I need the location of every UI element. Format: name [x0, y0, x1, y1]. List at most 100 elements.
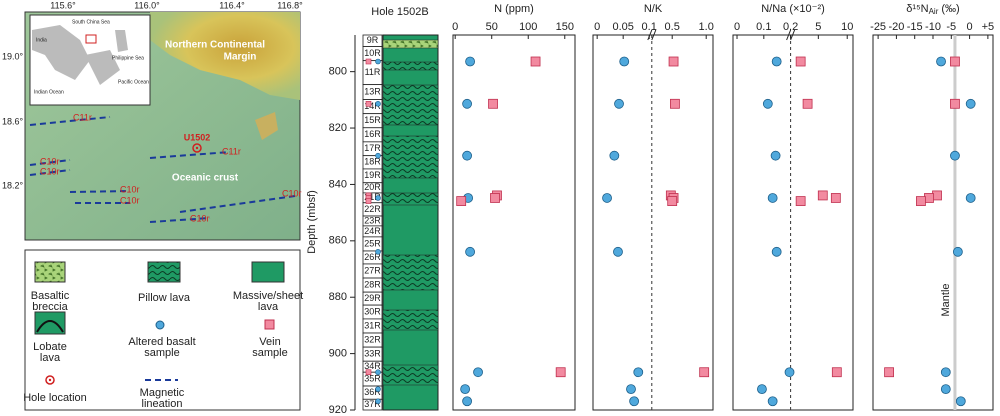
- core-label: 26R: [364, 252, 381, 262]
- point: [950, 150, 960, 161]
- point: [626, 384, 636, 395]
- point: [831, 367, 842, 378]
- title-unit: (‰): [941, 3, 959, 15]
- sample-marker: [375, 369, 381, 376]
- legend-icon: [34, 261, 66, 283]
- sample-marker: [375, 386, 381, 392]
- lat-tick: 18.2°: [2, 180, 24, 190]
- point: [619, 56, 630, 67]
- y-tick-label: 840: [329, 178, 347, 190]
- x-tick-label: 0: [967, 21, 973, 33]
- y-tick-label: 860: [329, 235, 347, 247]
- x-tick-label: 100: [519, 21, 537, 33]
- core-label: 27R: [364, 265, 381, 275]
- legend-label: Massive/sheet: [233, 290, 303, 302]
- chart-title: δ¹⁵NAir (‰): [906, 3, 959, 16]
- core-label: 37R: [364, 399, 381, 409]
- core-label: 9R: [367, 35, 379, 45]
- point: [784, 367, 795, 378]
- point: [614, 98, 624, 109]
- legend-icon: [36, 320, 64, 333]
- point: [460, 384, 471, 395]
- map-label: Margin: [224, 52, 257, 63]
- core-label: 24R: [364, 226, 381, 236]
- map-label: Northern Continental: [165, 40, 265, 51]
- sample-marker: [365, 100, 372, 107]
- hole-marker: [192, 143, 202, 153]
- x-tick-label: 0: [452, 21, 458, 33]
- core-label: 13R: [364, 86, 381, 96]
- lineation-label: C10r: [40, 156, 60, 166]
- point: [465, 246, 475, 257]
- lineation-label: C11r: [73, 112, 92, 122]
- legend-label: lineation: [142, 398, 183, 410]
- hole-marker-dot: [195, 146, 199, 150]
- point: [473, 367, 483, 378]
- reference-label: Mantle: [940, 283, 952, 316]
- y-tick-label: 800: [329, 66, 347, 78]
- plot-frame: [732, 34, 854, 411]
- y-tick-label: 920: [329, 404, 347, 416]
- point: [488, 98, 498, 109]
- point: [795, 196, 806, 206]
- point: [952, 246, 963, 257]
- charts: Hole 1502B Depth (mbsf) 800 820 840 860 880 900…: [306, 3, 994, 416]
- x-tick-label: 1.0: [699, 21, 714, 33]
- sample-marker: [375, 195, 381, 201]
- x-tick-label: 0.5: [665, 21, 680, 33]
- title-text: N/Na (×10⁻²): [761, 3, 825, 15]
- point: [771, 56, 782, 67]
- legend: Basaltic breccia Pillow lava Massive/she…: [23, 249, 303, 411]
- sample-marker: [375, 152, 381, 159]
- core-label: 28R: [364, 279, 381, 289]
- legend-icon: [264, 319, 275, 330]
- lon-tick: 116.4°: [219, 0, 245, 10]
- x-tick-label: 0: [594, 21, 600, 33]
- title-text: δ¹⁵N: [906, 3, 928, 15]
- core-label: 19R: [364, 170, 381, 180]
- x-tick-label: 0.1: [642, 21, 657, 33]
- point: [771, 246, 782, 257]
- sample-marker: [365, 369, 372, 376]
- margin-relief: [150, 12, 300, 100]
- point: [633, 367, 644, 378]
- inset-box: [85, 34, 97, 44]
- inset-land: [32, 25, 128, 85]
- legend-icon: [251, 261, 285, 283]
- x-tick-label: -15: [907, 21, 923, 33]
- point: [762, 98, 773, 109]
- x-tick-label: 10: [841, 21, 853, 33]
- chart-title: N/K: [644, 3, 663, 15]
- point: [670, 98, 680, 109]
- point: [767, 193, 778, 203]
- point: [629, 396, 640, 407]
- x-tick-label: 0.2: [783, 21, 798, 33]
- point: [770, 150, 781, 161]
- core-label: 10R: [364, 48, 381, 58]
- legend-icon: [155, 320, 165, 330]
- lineation-label: C10r: [120, 195, 140, 205]
- legend-label: Pillow lava: [138, 292, 191, 304]
- title-text: N/K: [644, 3, 663, 15]
- point: [767, 396, 778, 407]
- sample-marker: [375, 398, 381, 405]
- point: [555, 367, 566, 378]
- x-tick-label: 0.05: [612, 21, 633, 33]
- core-label: 17R: [364, 143, 381, 153]
- core-label: 22R: [364, 204, 381, 214]
- point: [613, 246, 623, 257]
- x-tick-label: 0.1: [756, 21, 771, 33]
- core-label: 21R: [364, 192, 381, 202]
- x-tick-label: -25: [870, 21, 886, 33]
- lat-tick: 19.0°: [2, 51, 24, 61]
- lineations: [29, 116, 296, 223]
- inset-label: Indian Ocean: [34, 89, 64, 95]
- site-label: U1502: [184, 132, 211, 142]
- lithology-unit: [382, 364, 439, 386]
- core-label: 33R: [364, 349, 381, 359]
- point: [950, 56, 960, 67]
- lineation-label: C10r: [282, 188, 302, 198]
- plot-frame: [872, 34, 994, 411]
- lon-tick: 116.0°: [134, 0, 160, 10]
- point: [884, 367, 894, 378]
